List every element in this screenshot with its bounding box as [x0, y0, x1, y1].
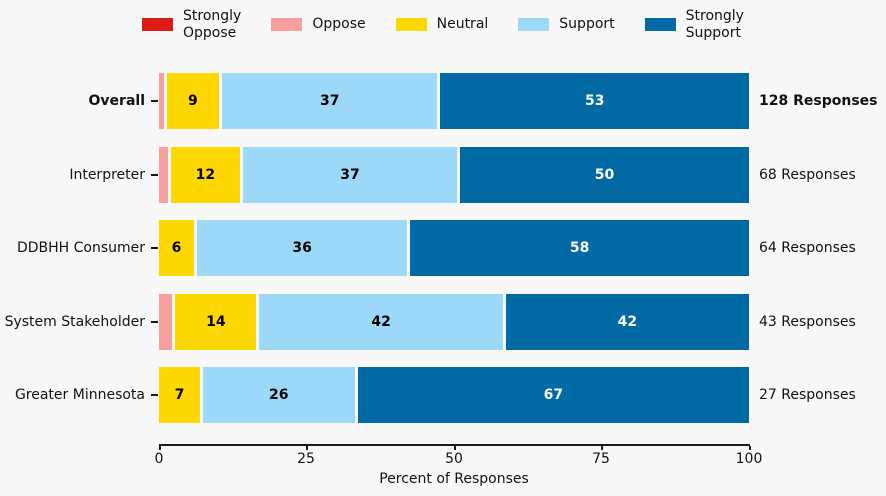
- segment-value: 36: [292, 240, 312, 256]
- segment-value: 42: [617, 313, 638, 330]
- segment-value: 53: [584, 93, 605, 109]
- x-tick-mark: [601, 446, 603, 450]
- category-label: DDBHH Consumer: [16, 240, 145, 256]
- x-tick-label: 50: [445, 451, 463, 467]
- bar-segment-neutral: 6: [159, 220, 195, 276]
- x-tick-mark: [306, 446, 308, 450]
- responses-label: 68 Responses: [759, 166, 856, 183]
- y-tick-mark: [151, 173, 158, 176]
- bar-segment-oppose: [159, 73, 164, 129]
- legend-item-strongly_oppose: Strongly Oppose: [142, 8, 241, 41]
- bar-segment-strongly_support: 53: [440, 73, 749, 129]
- legend-item-strongly_support: Strongly Support: [644, 8, 744, 41]
- legend-swatch-neutral: [395, 18, 427, 31]
- bar-segment-support: 37: [243, 146, 457, 203]
- bar-segment-support: 42: [259, 293, 503, 350]
- stacked-bar: 14 42 42: [159, 293, 750, 350]
- stacked-bar: 12 37 50: [159, 146, 750, 203]
- bar-segment-strongly_support: 58: [410, 220, 749, 276]
- category-label: System Stakeholder: [4, 313, 145, 330]
- chart-row: Overall 9 37 53 128 Responses: [0, 73, 886, 129]
- bar-segment-neutral: 9: [166, 73, 220, 129]
- bar-segment-support: 37: [222, 73, 438, 129]
- bar-segment-oppose: [159, 293, 173, 350]
- x-tick-label: 25: [297, 451, 315, 467]
- bar-segment-strongly_support: 42: [505, 293, 750, 350]
- segment-value: 14: [206, 313, 226, 330]
- stacked-bar: 7 26 67: [159, 367, 749, 423]
- segment-value: 37: [340, 166, 360, 183]
- segment-value: 37: [320, 93, 340, 109]
- stacked-bar: 9 37 53: [159, 73, 749, 129]
- bars-area: Overall 9 37 53 128 Responses Interpreter 12 37…: [0, 73, 886, 441]
- bar-segment-support: 26: [202, 367, 355, 423]
- responses-label: 27 Responses: [759, 387, 856, 403]
- y-tick-mark: [151, 247, 158, 249]
- segment-value: 6: [171, 240, 182, 256]
- legend-item-oppose: Oppose: [271, 16, 366, 33]
- legend-item-neutral: Neutral: [395, 16, 489, 33]
- x-tick-mark: [749, 446, 751, 450]
- segment-value: 12: [195, 166, 216, 183]
- category-label: Interpreter: [69, 166, 145, 183]
- segment-value: 42: [371, 313, 391, 330]
- y-tick-mark: [151, 394, 158, 396]
- segment-value: 7: [174, 387, 185, 403]
- responses-label: 43 Responses: [759, 313, 856, 330]
- chart-legend: Strongly Oppose Oppose Neutral Support Stron…: [0, 8, 886, 41]
- bar-segment-strongly_support: 67: [357, 367, 749, 423]
- segment-value: 9: [187, 93, 198, 109]
- y-tick-mark: [151, 320, 158, 323]
- x-tick-label: 0: [154, 451, 164, 467]
- chart-row: Greater Minnesota 7 26 67 27 Responses: [0, 367, 886, 423]
- responses-label: 128 Responses: [759, 93, 878, 109]
- legend-label: Strongly Support: [685, 8, 744, 41]
- category-label: Greater Minnesota: [14, 387, 145, 403]
- bar-segment-neutral: 14: [175, 293, 257, 350]
- segment-value: 67: [543, 387, 564, 403]
- legend-swatch-strongly_oppose: [142, 18, 174, 32]
- x-tick-label: 75: [592, 451, 610, 467]
- category-label: Overall: [88, 93, 145, 109]
- y-tick-mark: [151, 100, 158, 102]
- segment-value: 26: [269, 387, 289, 403]
- bar-segment-strongly_support: 50: [459, 146, 750, 203]
- legend-swatch-strongly_support: [644, 18, 676, 32]
- stacked-bar: 6 36 58: [159, 220, 749, 276]
- chart-row: System Stakeholder 14 42 42 43 Responses: [0, 293, 886, 350]
- bar-segment-neutral: 7: [159, 367, 200, 423]
- legend-label: Oppose: [312, 16, 366, 33]
- x-tick-mark: [454, 446, 456, 450]
- legend-item-support: Support: [518, 16, 615, 33]
- x-axis-line: [159, 444, 750, 446]
- legend-label: Support: [559, 16, 615, 33]
- chart-row: DDBHH Consumer 6 36 58 64 Responses: [0, 220, 886, 276]
- chart-row: Interpreter 12 37 50 68 Responses: [0, 146, 886, 203]
- legend-label: Strongly Oppose: [183, 8, 242, 41]
- responses-label: 64 Responses: [759, 240, 856, 256]
- x-tick-mark: [159, 446, 161, 450]
- x-axis-title: Percent of Responses: [379, 471, 529, 487]
- segment-value: 58: [569, 240, 590, 256]
- bar-segment-support: 36: [197, 220, 408, 276]
- segment-value: 50: [594, 166, 615, 183]
- bar-segment-neutral: 12: [170, 146, 241, 203]
- x-tick-label: 100: [735, 451, 763, 467]
- legend-swatch-support: [518, 18, 550, 31]
- bar-segment-oppose: [159, 146, 168, 203]
- legend-label: Neutral: [436, 16, 489, 33]
- legend-swatch-oppose: [271, 18, 303, 31]
